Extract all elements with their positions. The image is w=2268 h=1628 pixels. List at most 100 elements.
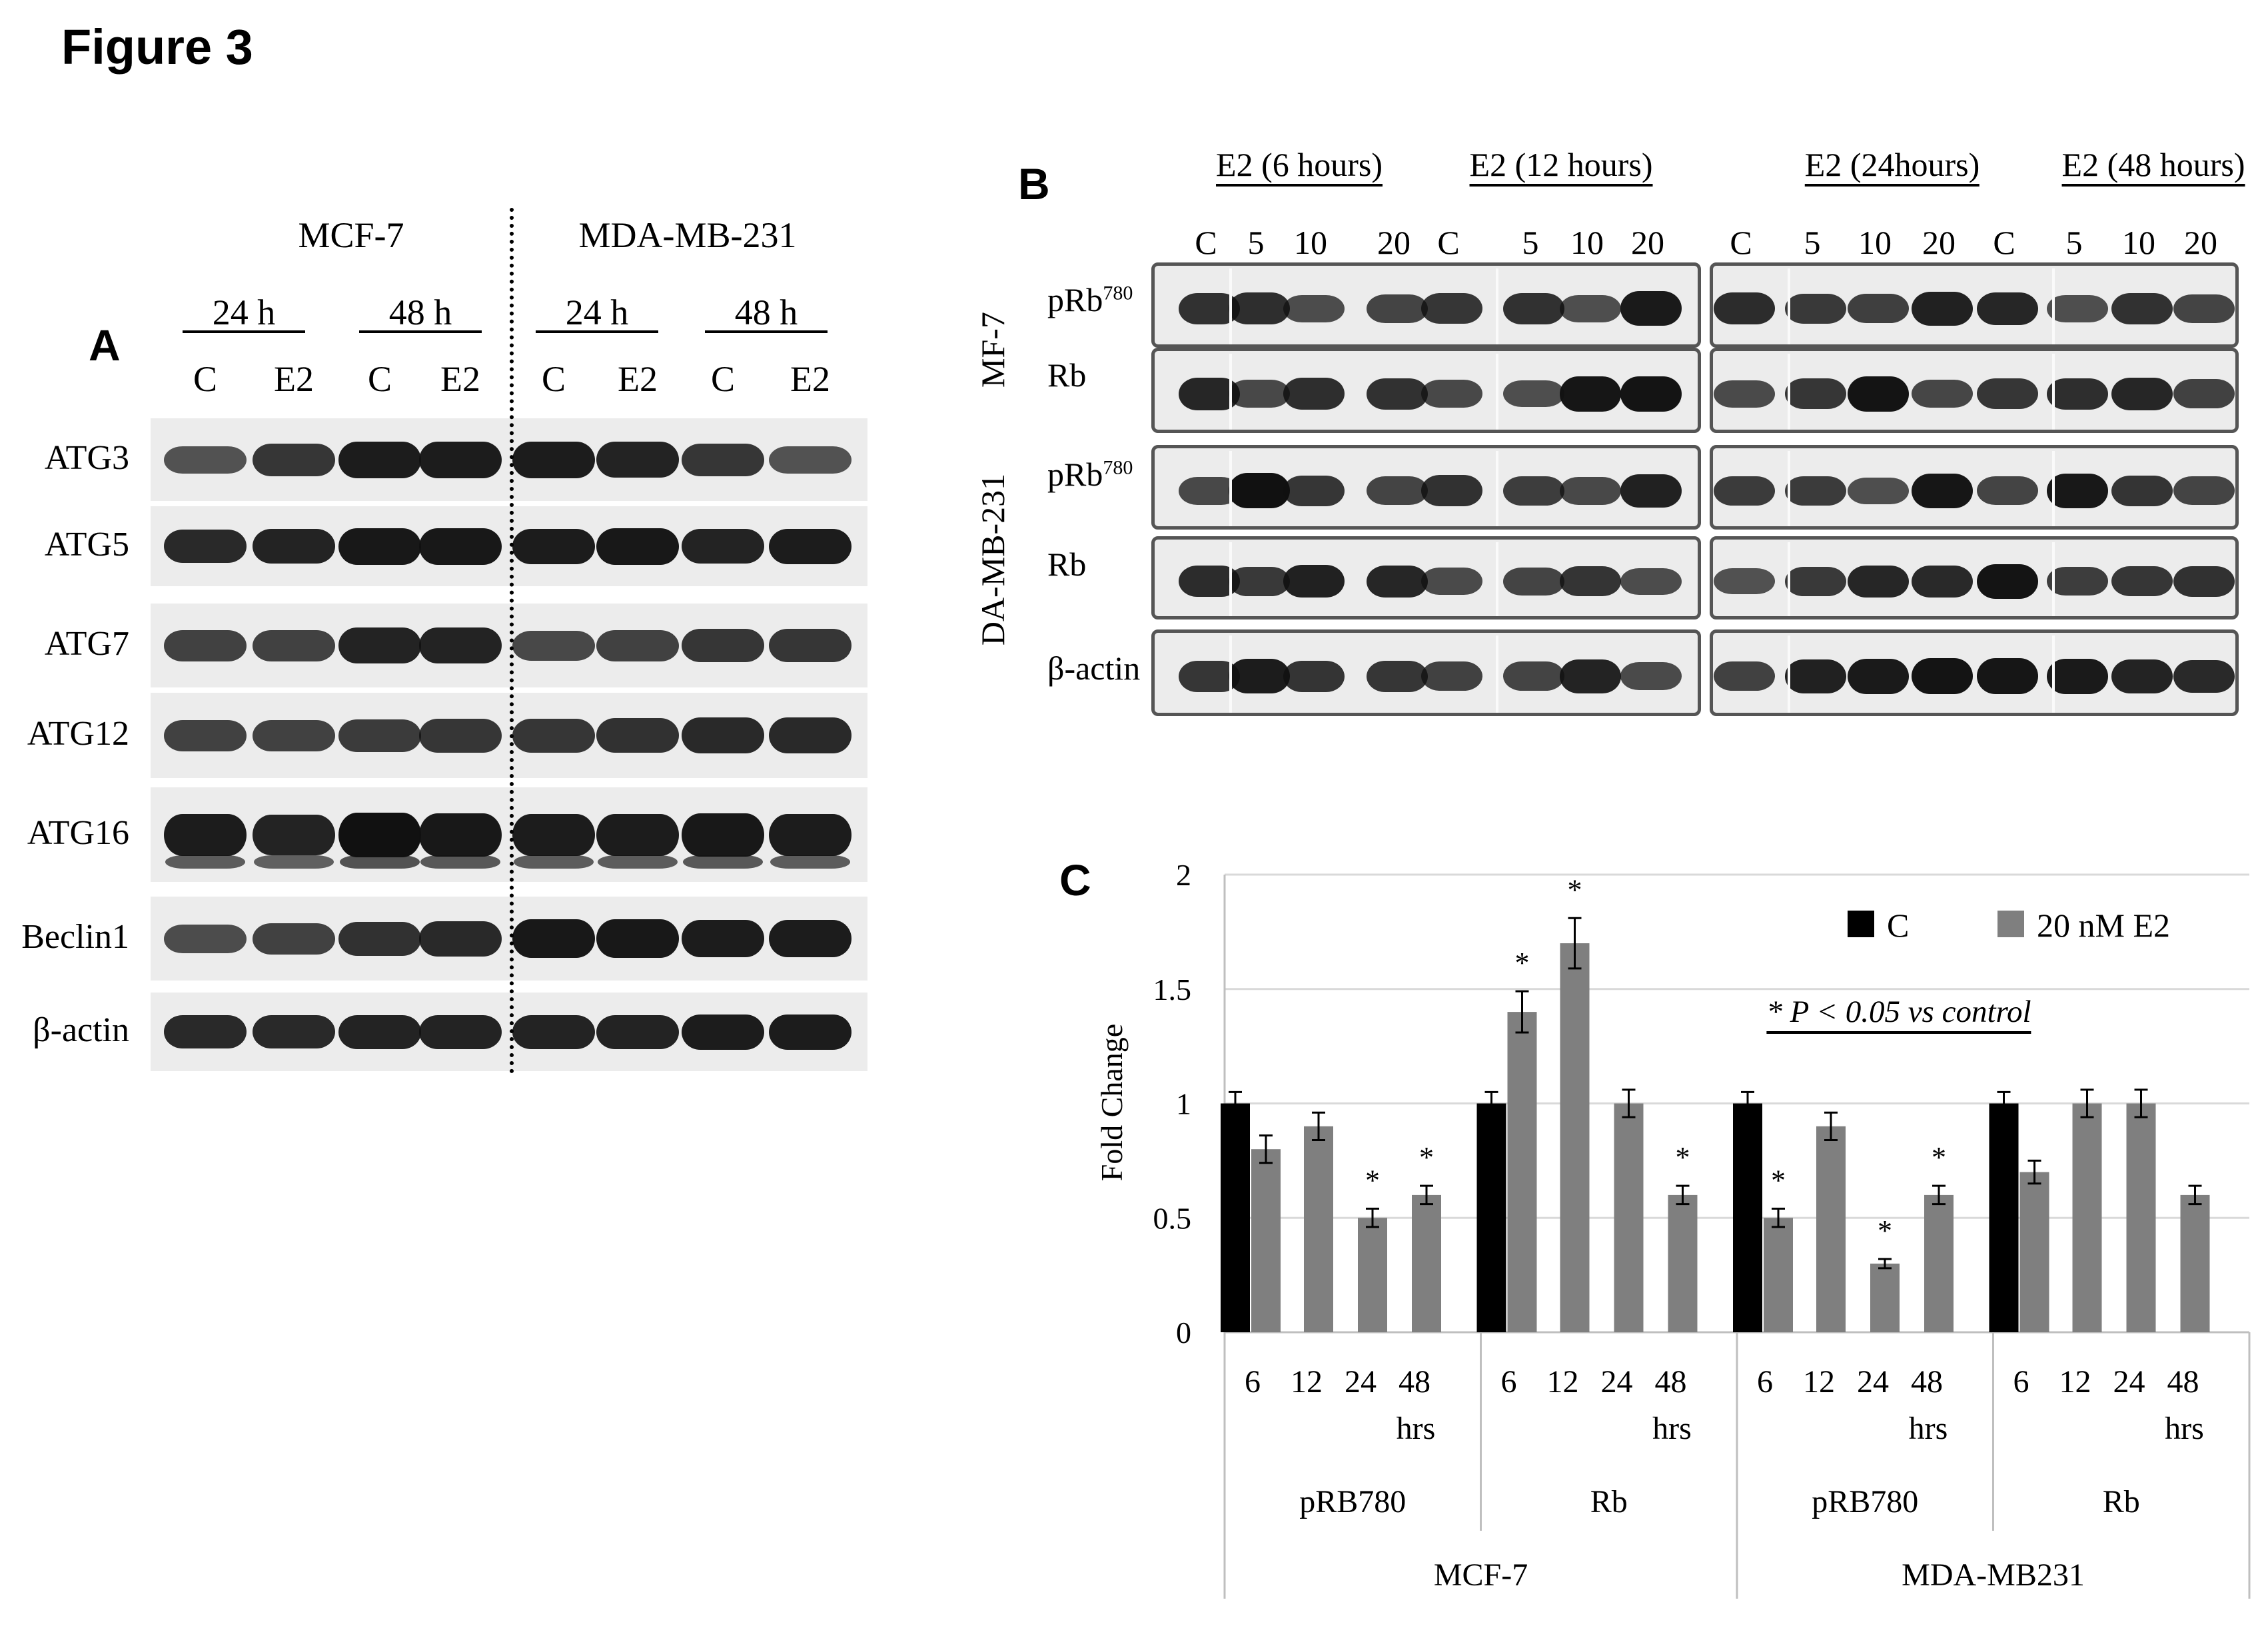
bar-e2 [1764,1218,1793,1332]
x-tick-label: 6 [1245,1364,1261,1400]
bar-control [1733,1103,1762,1332]
lane-label: 10 [1294,224,1327,261]
protein-band [164,720,247,751]
x-tick-label: 12 [1291,1364,1323,1400]
timepoint-label: 48 h [388,292,452,332]
blot-box [1710,348,2239,433]
legend-label: 20 nM E2 [2037,907,2170,944]
protein-band [254,855,334,869]
protein-band [2173,379,2235,408]
protein-band [338,719,421,752]
x-tick-label: 12 [1547,1364,1579,1400]
bar-e2 [1304,1126,1333,1332]
protein-band [419,813,502,857]
protein-band [1620,376,1682,412]
bar-e2 [1412,1194,1441,1332]
protein-band [253,815,335,855]
treatment-label: E2 (6 hours) [1216,145,1383,187]
x-tick-label: 12 [1803,1364,1835,1400]
protein-band [164,1015,247,1048]
significance-asterisk: * [1419,1141,1434,1174]
blot-strip [151,604,867,687]
protein-band [1785,476,1846,506]
lane-label: C [710,359,736,399]
lane-label: C [367,359,392,399]
protein-band [419,1015,502,1049]
protein-band [514,855,594,869]
significance-note: * P < 0.05 vs control [1766,994,2031,1034]
lane-label: 5 [2065,224,2083,261]
bar-e2 [1507,1012,1537,1332]
protein-band [1620,291,1682,326]
treatment-underline [1216,184,1383,187]
outer-group-label: MDA-MB231 [1902,1557,2085,1593]
timepoint-underline [183,330,305,333]
protein-band [1785,378,1846,409]
lane-label: C [193,359,218,399]
protein-band [1367,294,1428,323]
blot-row-label: ATG12 [27,715,129,753]
protein-band [2047,378,2108,410]
blot-row-label-superscript: 780 [1103,282,1133,304]
protein-band [1421,661,1482,691]
protein-band [1977,658,2038,694]
lane-separator [1229,268,1232,344]
protein-band [1560,566,1621,596]
protein-band [1977,564,2038,599]
protein-band [770,855,850,869]
blot-row-label: ATG3 [44,439,129,477]
protein-band [1283,378,1345,410]
protein-band [253,720,335,751]
protein-band [596,630,679,661]
x-tick-label: 48 [1399,1364,1430,1400]
protein-band [165,855,245,869]
protein-band [596,919,679,958]
lane-label: C [1437,224,1460,261]
x-tick-label: 6 [1501,1364,1517,1400]
lane-label: 20 [1377,224,1411,261]
lane-label: 10 [1570,224,1604,261]
protein-band [338,627,421,663]
lane-separator [1229,542,1232,616]
blot-row-label-text: Rb [1047,356,1087,394]
protein-band [596,1015,679,1049]
bar-e2 [2019,1172,2049,1332]
protein-band [2047,474,2108,508]
lane-separator [1496,635,1498,713]
protein-band [1785,567,1846,596]
protein-band [1367,661,1428,692]
lane-separator [1788,354,1790,430]
group-label: pRB780 [1299,1484,1406,1519]
protein-band [338,922,421,956]
bar-e2 [1251,1149,1281,1332]
protein-band [769,717,851,753]
protein-band [1977,378,2038,409]
protein-band [340,855,420,869]
lane-separator [1788,635,1790,713]
significance-note-text: * P < 0.05 vs control [1766,995,2031,1029]
y-axis-label: Fold Change [1095,1024,1129,1181]
x-tick-label: 24 [1345,1364,1377,1400]
protein-band [1620,568,1682,595]
group-label: Rb [1590,1484,1628,1519]
blot-row-label-text: β-actin [1047,649,1141,687]
lane-label: C [1730,224,1752,261]
protein-band [1283,476,1345,506]
protein-band [2111,566,2173,596]
panel-c-letter: C [1059,855,1091,905]
treatment-underline [2061,184,2245,187]
blot-row-label: Rb [1047,356,1086,394]
protein-band [598,855,678,869]
lane-label: 5 [1522,224,1539,261]
blot-strip [151,787,867,882]
protein-band [596,718,679,753]
x-tick-label: 48 [2167,1364,2199,1400]
lane-label: 5 [1247,224,1265,261]
blot-strip [151,506,867,586]
blot-strip [151,418,867,501]
protein-band [253,444,335,476]
protein-band [1503,661,1564,691]
lane-separator [1229,451,1232,526]
